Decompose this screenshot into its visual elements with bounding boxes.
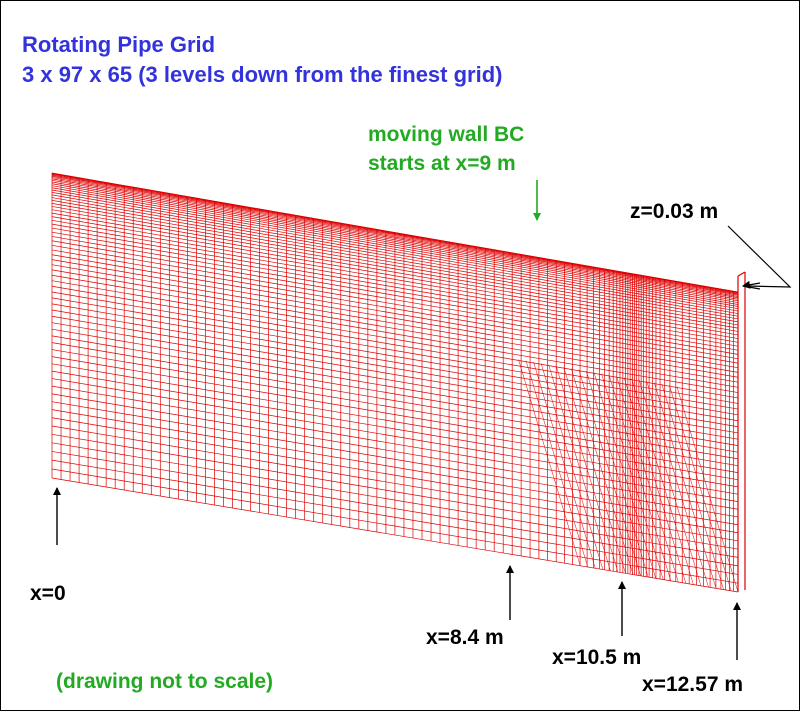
mesh-line bbox=[563, 367, 626, 574]
mesh-line bbox=[661, 383, 724, 590]
moving-wall-label-line-2: starts at x=9 m bbox=[368, 152, 516, 175]
moving-wall-label-line-1: moving wall BC bbox=[368, 123, 524, 146]
mesh-line bbox=[608, 374, 672, 581]
mesh-line bbox=[525, 360, 589, 568]
mesh-line bbox=[533, 361, 596, 569]
mesh-line bbox=[548, 364, 611, 571]
scale-note: (drawing not to scale) bbox=[56, 670, 273, 693]
mesh-line bbox=[623, 377, 687, 584]
z-pointer-arrow-wing bbox=[742, 285, 761, 290]
mesh-line bbox=[654, 382, 717, 589]
mesh-line bbox=[638, 380, 702, 586]
mesh-line bbox=[646, 381, 709, 588]
mesh-line bbox=[571, 368, 634, 575]
mesh-line bbox=[631, 378, 694, 585]
title-line-2: 3 x 97 x 65 (3 levels down from the fine… bbox=[22, 62, 502, 87]
mesh-line bbox=[676, 386, 739, 593]
mesh-line bbox=[737, 271, 746, 277]
mesh-line bbox=[593, 372, 656, 579]
mesh-line bbox=[518, 359, 581, 566]
mesh-line bbox=[578, 369, 641, 576]
pipe-grid-mesh bbox=[51, 172, 746, 593]
mesh-line bbox=[616, 376, 679, 583]
z-label: z=0.03 m bbox=[630, 200, 718, 223]
mesh-line bbox=[669, 385, 732, 591]
x8-4-label: x=8.4 m bbox=[426, 626, 504, 649]
mesh-line bbox=[555, 365, 619, 573]
mesh-line bbox=[586, 371, 649, 578]
x0-label: x=0 bbox=[30, 582, 66, 605]
mesh-line bbox=[540, 363, 604, 570]
z-pointer-line bbox=[727, 225, 792, 288]
x12-57-label: x=12.57 m bbox=[642, 673, 743, 696]
title-line-1: Rotating Pipe Grid bbox=[22, 32, 215, 57]
x10-5-label: x=10.5 m bbox=[552, 646, 641, 669]
z-pointer-arrow bbox=[742, 280, 761, 289]
mesh-line bbox=[51, 477, 739, 593]
mesh-line bbox=[601, 373, 664, 580]
